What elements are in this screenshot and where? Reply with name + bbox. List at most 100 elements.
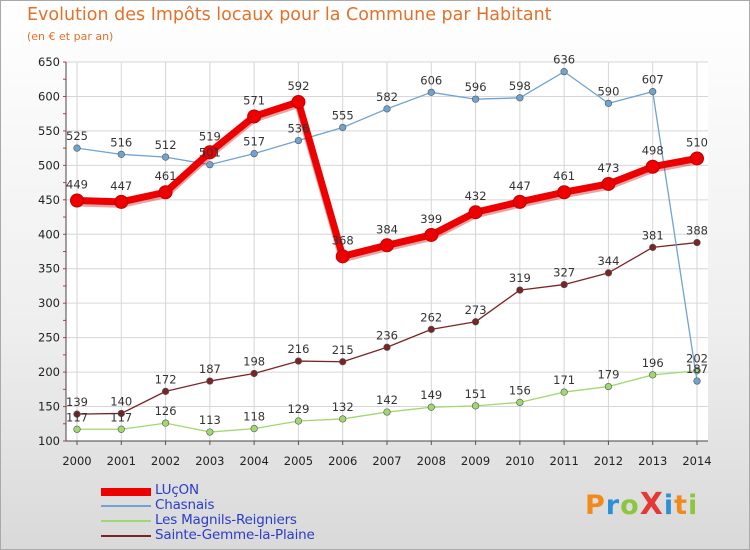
data-point (114, 194, 129, 209)
data-point (516, 94, 524, 102)
data-label: 516 (110, 135, 132, 149)
data-label: 179 (597, 368, 619, 382)
data-point (70, 193, 84, 208)
data-point (117, 409, 125, 418)
data-label: 129 (287, 402, 309, 416)
data-label: 606 (420, 73, 442, 87)
data-point (512, 194, 527, 209)
data-label: 461 (553, 169, 575, 183)
data-label: 117 (66, 410, 88, 424)
legend-swatch (101, 535, 151, 537)
proxiti-logo: ProXiti (585, 487, 698, 522)
data-point (73, 425, 81, 433)
x-tick-label: 2012 (594, 454, 623, 468)
data-label: 196 (642, 356, 664, 370)
logo-letter: r (605, 490, 621, 521)
legend-swatch (101, 488, 151, 496)
data-label: 607 (642, 73, 664, 87)
data-label: 598 (509, 79, 531, 93)
y-tick-label: 400 (38, 227, 60, 241)
data-point (73, 144, 81, 152)
y-tick-label: 450 (38, 193, 60, 207)
data-point (161, 387, 170, 395)
data-label: 139 (66, 395, 88, 409)
data-label: 142 (376, 393, 398, 407)
chart-title: Evolution des Impôts locaux pour la Comm… (27, 5, 552, 25)
data-point (206, 428, 214, 436)
legend-label: LUçON (155, 482, 199, 498)
data-label: 388 (686, 224, 708, 238)
data-label: 126 (155, 404, 177, 418)
data-point (690, 151, 704, 166)
data-point (424, 227, 439, 242)
data-label: 501 (199, 146, 221, 160)
data-label: 132 (332, 400, 354, 414)
y-tick-label: 500 (38, 158, 60, 172)
data-label: 432 (465, 189, 487, 203)
data-label: 327 (553, 266, 575, 280)
data-point (427, 88, 435, 96)
data-label: 517 (243, 135, 265, 149)
data-point (206, 377, 214, 385)
y-tick-label: 350 (38, 262, 60, 276)
x-tick-label: 2004 (240, 454, 269, 468)
data-point (560, 68, 568, 76)
data-point (294, 136, 303, 145)
data-label: 156 (509, 383, 531, 397)
logo-letter: o (620, 490, 640, 521)
data-point (202, 145, 217, 160)
x-tick-label: 2000 (62, 454, 91, 468)
legend-label: Les Magnils-Reigniers (155, 512, 297, 528)
data-label: 171 (553, 373, 575, 387)
x-tick-label: 2008 (417, 454, 446, 468)
x-tick-label: 2014 (682, 454, 711, 468)
data-point (339, 415, 347, 423)
data-point (117, 425, 125, 433)
data-label: 113 (199, 413, 221, 427)
data-label: 461 (155, 169, 177, 183)
data-point (693, 377, 701, 385)
x-tick-label: 2007 (372, 454, 401, 468)
y-tick-label: 150 (38, 400, 60, 414)
data-point (291, 94, 306, 109)
data-point (383, 408, 391, 416)
data-point (339, 123, 347, 132)
data-point (250, 150, 258, 158)
x-tick-label: 2006 (328, 454, 357, 468)
data-point (250, 369, 258, 378)
x-tick-label: 2002 (151, 454, 180, 468)
data-label: 519 (199, 129, 221, 143)
data-point (247, 109, 262, 124)
logo-letter: P (585, 490, 606, 521)
data-point (468, 205, 483, 220)
y-tick-label: 200 (38, 365, 60, 379)
data-point (427, 403, 435, 411)
y-tick-label: 300 (38, 296, 60, 310)
data-point (161, 419, 170, 427)
data-label: 512 (155, 138, 177, 152)
x-tick-label: 2011 (550, 454, 579, 468)
data-label: 273 (465, 303, 487, 317)
logo-letter: i (663, 490, 675, 521)
data-point (649, 88, 657, 96)
data-point (601, 176, 616, 191)
data-point (471, 402, 480, 410)
data-label: 590 (597, 84, 619, 98)
data-point (294, 357, 303, 365)
data-point (645, 159, 660, 174)
data-point (427, 325, 435, 333)
data-point (560, 280, 568, 289)
data-label: 216 (287, 342, 309, 356)
data-label: 262 (420, 310, 442, 324)
logo-letter: X (639, 487, 664, 522)
data-point (383, 105, 391, 113)
data-label: 571 (243, 93, 265, 107)
data-label: 319 (509, 271, 531, 285)
x-tick-label: 2003 (195, 454, 224, 468)
logo-letter: t (674, 490, 689, 521)
data-label: 172 (155, 372, 177, 386)
data-label: 399 (420, 212, 442, 226)
logo-letter: i (688, 490, 699, 521)
data-point (560, 388, 568, 396)
